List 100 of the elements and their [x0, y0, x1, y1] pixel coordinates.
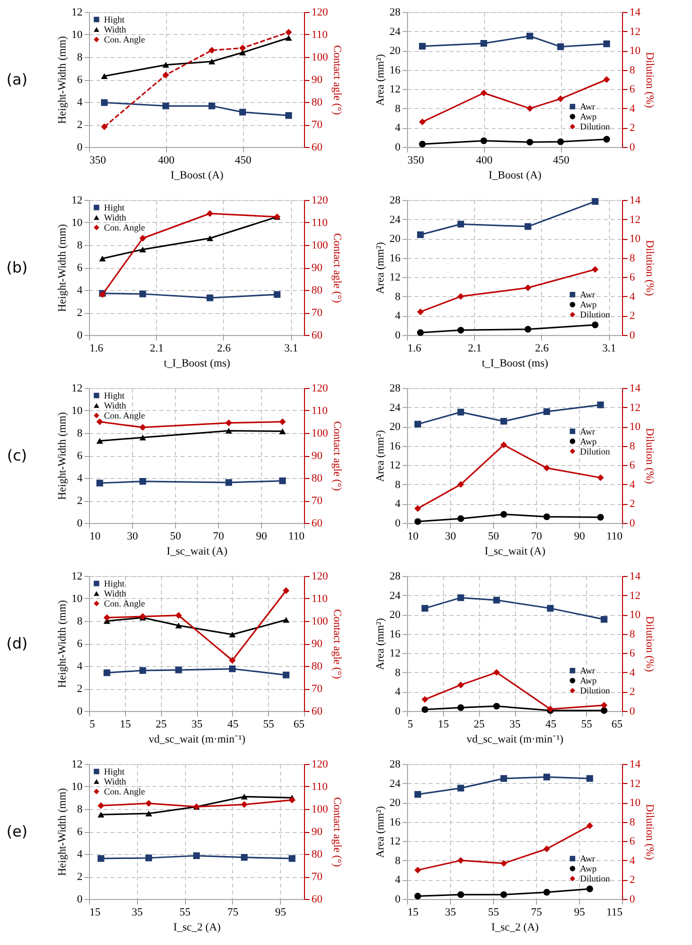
x-tick-label: 35	[132, 906, 144, 918]
point	[240, 794, 248, 800]
y-tick-label: 12	[390, 460, 400, 472]
y-tick-label: 4	[395, 310, 401, 322]
point	[175, 612, 182, 619]
y-axis-title: Height-Width (mm)	[56, 788, 68, 876]
y2-tick-label: 6	[630, 84, 636, 96]
y2-tick-label: 8	[630, 440, 636, 452]
y-tick-label: 16	[390, 64, 401, 76]
legend-label: Con. Angle	[104, 222, 146, 232]
x-tick-label: 450	[234, 154, 252, 166]
text: (b)	[6, 258, 28, 276]
y-tick-label: 6	[77, 450, 83, 462]
text: (a)	[6, 70, 28, 88]
y-tick-label: 10	[72, 217, 83, 229]
y-tick-label: 12	[390, 648, 400, 660]
y2-tick-label: 70	[312, 119, 323, 131]
point	[104, 614, 110, 621]
x-tick-label: 15	[120, 718, 132, 730]
y2-tick-label: 14	[630, 6, 641, 18]
x-tick-label: 95	[275, 906, 287, 918]
y2-tick-label: 90	[312, 638, 323, 650]
y2-tick-label: 2	[630, 310, 635, 322]
x-tick-label: 50	[170, 530, 182, 542]
x-tick-label: 400	[158, 154, 176, 166]
y-tick-label: 28	[390, 194, 401, 206]
x-axis-title: I_sc_2 (A)	[173, 922, 222, 934]
y-tick-label: 24	[390, 402, 401, 414]
y2-tick-label: 100	[312, 240, 328, 252]
legend-label: Hight	[104, 766, 125, 776]
point	[104, 669, 110, 676]
y-tick-label: 2	[77, 119, 82, 131]
point	[145, 854, 152, 862]
legend-label: Awp	[580, 436, 598, 446]
y2-tick-label: 110	[312, 593, 328, 605]
y2-tick-label: 6	[630, 460, 636, 472]
x-tick-label: 15	[408, 906, 419, 918]
y2-tick-label: 80	[312, 284, 323, 296]
y2-tick-label: 8	[630, 252, 636, 264]
point	[175, 666, 182, 674]
y-tick-label: 28	[390, 570, 401, 582]
y2-tick-label: 4	[630, 478, 636, 491]
y2-tick-label: 80	[312, 848, 323, 860]
y2-tick-label: 100	[312, 428, 328, 440]
y2-axis-title: Dilution (%)	[644, 52, 656, 108]
x-tick-label: 350	[90, 154, 106, 166]
y2-tick-label: 110	[312, 29, 328, 41]
y-tick-label: 16	[390, 440, 401, 452]
y-tick-label: 6	[77, 74, 83, 86]
legend-label: Width	[104, 776, 127, 786]
y-axis-title: Area (mm²)	[374, 618, 386, 670]
y2-tick-label: 120	[312, 6, 328, 18]
legend-label: Awp	[580, 864, 598, 874]
y-tick-label: 8	[395, 854, 401, 867]
y-axis-title: Area (mm²)	[374, 242, 386, 294]
point	[228, 657, 236, 664]
point	[288, 796, 296, 804]
x-tick-label: 75	[531, 906, 542, 918]
point	[240, 801, 248, 808]
x-axis-title: I_sc_2 (A)	[491, 922, 540, 934]
y-tick-label: 0	[395, 894, 401, 906]
x-tick-label: 15	[90, 906, 101, 918]
legend-label: Con. Angle	[104, 598, 146, 608]
point	[282, 616, 290, 623]
legend-label: Awr	[580, 102, 596, 112]
y2-tick-label: 100	[312, 52, 328, 64]
y2-tick-label: 60	[312, 706, 323, 718]
x-tick-label: 35	[445, 906, 456, 918]
y2-axis-title: Dilution (%)	[644, 616, 656, 672]
y-tick-label: 4	[395, 498, 401, 510]
y2-axis-title: Contact agle (°)	[331, 421, 343, 492]
y-tick-label: 6	[77, 826, 83, 838]
y-axis-title: Height-Width (mm)	[56, 36, 68, 124]
y-tick-label: 20	[390, 797, 401, 810]
x-axis-title: I_Boost (A)	[170, 170, 224, 182]
x-tick-label: 50	[488, 530, 500, 542]
y2-axis-title: Dilution (%)	[644, 240, 656, 296]
point	[600, 707, 608, 714]
point	[240, 854, 248, 861]
y-tick-label: 28	[390, 6, 401, 18]
x-tick-label: 3.1	[284, 342, 298, 354]
y-tick-label: 10	[72, 405, 83, 417]
point	[600, 702, 608, 709]
y-tick-label: 10	[72, 29, 83, 41]
y-axis-title: Height-Width (mm)	[56, 600, 68, 688]
y2-tick-label: 2	[630, 686, 635, 698]
y2-axis-title: Contact agle (°)	[331, 45, 343, 116]
y-tick-label: 0	[77, 142, 83, 154]
y2-tick-label: 90	[312, 74, 323, 86]
x-axis-title: I_sc_wait (A)	[484, 546, 546, 558]
x-tick-label: 65	[294, 718, 305, 730]
y2-tick-label: 70	[312, 495, 323, 507]
y2-tick-label: 6	[630, 272, 636, 284]
y-axis-title: Area (mm²)	[374, 430, 386, 482]
legend-label: Hight	[104, 14, 125, 24]
y-tick-label: 4	[77, 848, 83, 860]
legend-label: Awr	[580, 666, 596, 676]
text: (d)	[6, 634, 28, 652]
legend-label: Dilution	[580, 686, 610, 696]
x-tick-label: 110	[606, 530, 623, 542]
